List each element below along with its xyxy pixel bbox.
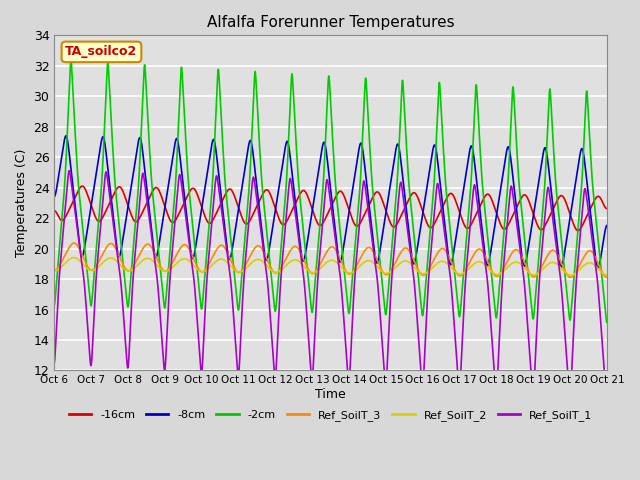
-2cm <box>67 58 75 63</box>
Ref_SoilT_1 <box>147 223 154 228</box>
-16cm <box>603 206 611 212</box>
-2cm <box>147 158 154 164</box>
-2cm <box>593 218 600 224</box>
Ref_SoilT_3 <box>603 275 611 280</box>
Ref_SoilT_1 <box>51 360 58 365</box>
-16cm <box>574 228 582 233</box>
-16cm <box>593 194 600 200</box>
-2cm <box>533 279 541 285</box>
Ref_SoilT_3 <box>70 240 78 246</box>
-2cm <box>262 226 270 231</box>
-16cm <box>147 193 154 199</box>
-16cm <box>114 185 122 191</box>
Y-axis label: Temperatures (C): Temperatures (C) <box>15 149 28 257</box>
Ref_SoilT_1 <box>593 267 600 273</box>
Line: Ref_SoilT_1: Ref_SoilT_1 <box>54 171 607 403</box>
-2cm <box>114 206 122 212</box>
Ref_SoilT_3 <box>287 248 294 253</box>
Ref_SoilT_2 <box>147 256 154 262</box>
-8cm <box>51 194 58 200</box>
Line: -8cm: -8cm <box>54 136 607 268</box>
-8cm <box>147 216 154 222</box>
Ref_SoilT_2 <box>114 259 122 265</box>
Ref_SoilT_3 <box>593 256 600 262</box>
Ref_SoilT_2 <box>262 262 270 268</box>
-8cm <box>114 249 122 254</box>
Ref_SoilT_1 <box>533 328 541 334</box>
-16cm <box>51 208 58 214</box>
Ref_SoilT_1 <box>287 176 294 181</box>
Ref_SoilT_3 <box>147 243 154 249</box>
Ref_SoilT_3 <box>51 267 58 273</box>
Line: -16cm: -16cm <box>54 186 607 230</box>
Text: TA_soilco2: TA_soilco2 <box>65 46 138 59</box>
Title: Alfalfa Forerunner Temperatures: Alfalfa Forerunner Temperatures <box>207 15 454 30</box>
Ref_SoilT_2 <box>51 268 58 274</box>
-8cm <box>533 192 541 197</box>
Ref_SoilT_2 <box>593 264 600 270</box>
Ref_SoilT_2 <box>603 272 611 278</box>
Ref_SoilT_2 <box>533 271 541 277</box>
X-axis label: Time: Time <box>316 388 346 401</box>
Ref_SoilT_2 <box>567 272 575 278</box>
Line: Ref_SoilT_3: Ref_SoilT_3 <box>54 243 607 277</box>
Line: Ref_SoilT_2: Ref_SoilT_2 <box>54 258 607 275</box>
-16cm <box>79 183 86 189</box>
Ref_SoilT_1 <box>603 400 611 406</box>
Ref_SoilT_3 <box>533 272 541 278</box>
-8cm <box>593 259 600 265</box>
-16cm <box>533 220 541 226</box>
-16cm <box>287 211 294 217</box>
Legend: -16cm, -8cm, -2cm, Ref_SoilT_3, Ref_SoilT_2, Ref_SoilT_1: -16cm, -8cm, -2cm, Ref_SoilT_3, Ref_Soil… <box>65 406 596 425</box>
-8cm <box>262 257 270 263</box>
-2cm <box>51 302 58 308</box>
Ref_SoilT_2 <box>70 255 77 261</box>
-8cm <box>62 133 70 139</box>
-8cm <box>603 223 611 228</box>
-8cm <box>594 265 602 271</box>
-2cm <box>287 98 294 104</box>
Ref_SoilT_3 <box>114 249 122 255</box>
Ref_SoilT_1 <box>65 168 73 174</box>
Ref_SoilT_3 <box>262 255 270 261</box>
Ref_SoilT_1 <box>262 269 270 275</box>
Ref_SoilT_1 <box>114 252 122 258</box>
-8cm <box>287 155 294 161</box>
-2cm <box>603 320 611 325</box>
Ref_SoilT_2 <box>287 259 294 264</box>
-16cm <box>262 187 270 192</box>
Line: -2cm: -2cm <box>54 60 607 323</box>
